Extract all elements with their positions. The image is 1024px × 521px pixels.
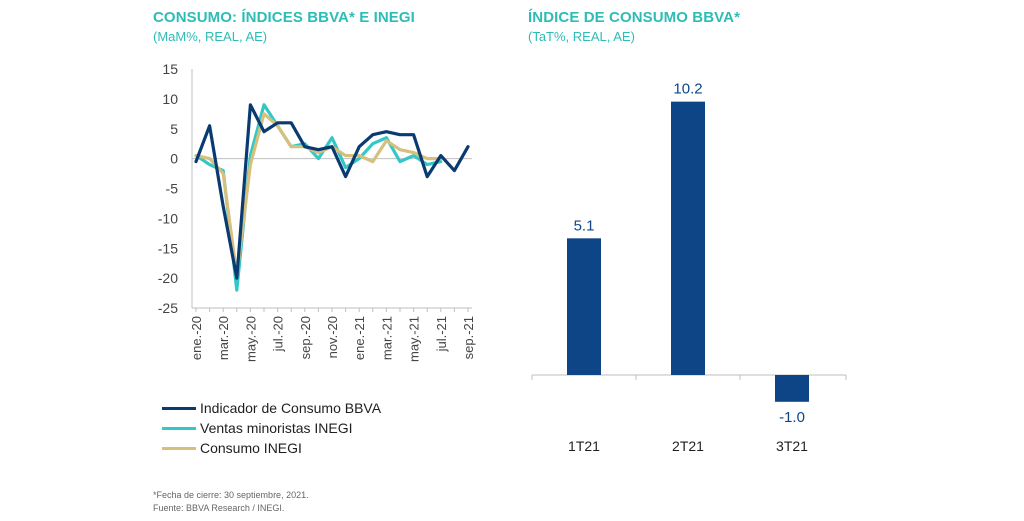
series-line-indicador-de-consumo-bbva bbox=[194, 103, 470, 280]
bar-2T21 bbox=[671, 101, 705, 375]
legend-item-consumo: Consumo INEGI bbox=[162, 438, 381, 458]
y-tick-label: -20 bbox=[158, 270, 178, 286]
bar-value-label: -1.0 bbox=[779, 409, 805, 426]
legend-item-ventas: Ventas minoristas INEGI bbox=[162, 418, 381, 438]
y-tick-label: 10 bbox=[162, 91, 178, 107]
left-chart-subtitle: (MaM%, REAL, AE) bbox=[153, 29, 268, 44]
y-tick-label: -15 bbox=[158, 240, 178, 256]
footnote: *Fecha de cierre: 30 septiembre, 2021. F… bbox=[153, 489, 309, 515]
y-tick-label: -5 bbox=[166, 181, 179, 197]
y-tick-label: 5 bbox=[170, 121, 178, 137]
legend-swatch-consumo bbox=[162, 446, 196, 450]
bar-value-label: 10.2 bbox=[673, 81, 702, 98]
legend-label-ventas: Ventas minoristas INEGI bbox=[200, 420, 353, 436]
bar-value-label: 5.1 bbox=[574, 217, 595, 234]
footnote-date: *Fecha de cierre: 30 septiembre, 2021. bbox=[153, 490, 309, 500]
series-line-ventas-minoristas-inegi bbox=[194, 103, 443, 292]
x-tick-label: ene.-21 bbox=[352, 316, 367, 360]
x-tick-label: may.-20 bbox=[243, 316, 258, 362]
x-tick-label: mar.-21 bbox=[379, 316, 394, 360]
x-tick-label: nov.-20 bbox=[325, 316, 340, 358]
left-chart-title: CONSUMO: ÍNDICES BBVA* E INEGI bbox=[153, 9, 415, 26]
x-tick-label: ene.-20 bbox=[189, 316, 204, 360]
line-chart-legend: Indicador de Consumo BBVA Ventas minoris… bbox=[162, 398, 381, 458]
legend-swatch-ventas bbox=[162, 426, 196, 430]
x-tick-label: sep.-20 bbox=[298, 316, 313, 359]
bar-category-label: 2T21 bbox=[672, 438, 704, 454]
x-tick-label: may.-21 bbox=[407, 316, 422, 362]
right-chart-subtitle: (TaT%, REAL, AE) bbox=[528, 29, 635, 44]
y-tick-label: 15 bbox=[162, 61, 178, 77]
y-tick-label: 0 bbox=[170, 151, 178, 167]
y-tick-label: -25 bbox=[158, 300, 178, 316]
bar-category-label: 3T21 bbox=[776, 438, 808, 454]
bar-3T21 bbox=[775, 375, 809, 402]
footnote-source: Fuente: BBVA Research / INEGI. bbox=[153, 503, 285, 513]
legend-item-bbva: Indicador de Consumo BBVA bbox=[162, 398, 381, 418]
bar-category-label: 1T21 bbox=[568, 438, 600, 454]
x-tick-label: jul.-20 bbox=[271, 316, 286, 352]
x-tick-label: jul.-21 bbox=[434, 316, 449, 352]
x-tick-label: mar.-20 bbox=[216, 316, 231, 360]
x-tick-label: sep.-21 bbox=[461, 316, 476, 359]
right-chart-title: ÍNDICE DE CONSUMO BBVA* bbox=[528, 9, 741, 26]
y-tick-label: -10 bbox=[158, 210, 178, 226]
legend-swatch-bbva bbox=[162, 406, 196, 410]
bar-1T21 bbox=[567, 238, 601, 375]
legend-label-bbva: Indicador de Consumo BBVA bbox=[200, 400, 382, 416]
legend-label-consumo: Consumo INEGI bbox=[200, 440, 302, 456]
